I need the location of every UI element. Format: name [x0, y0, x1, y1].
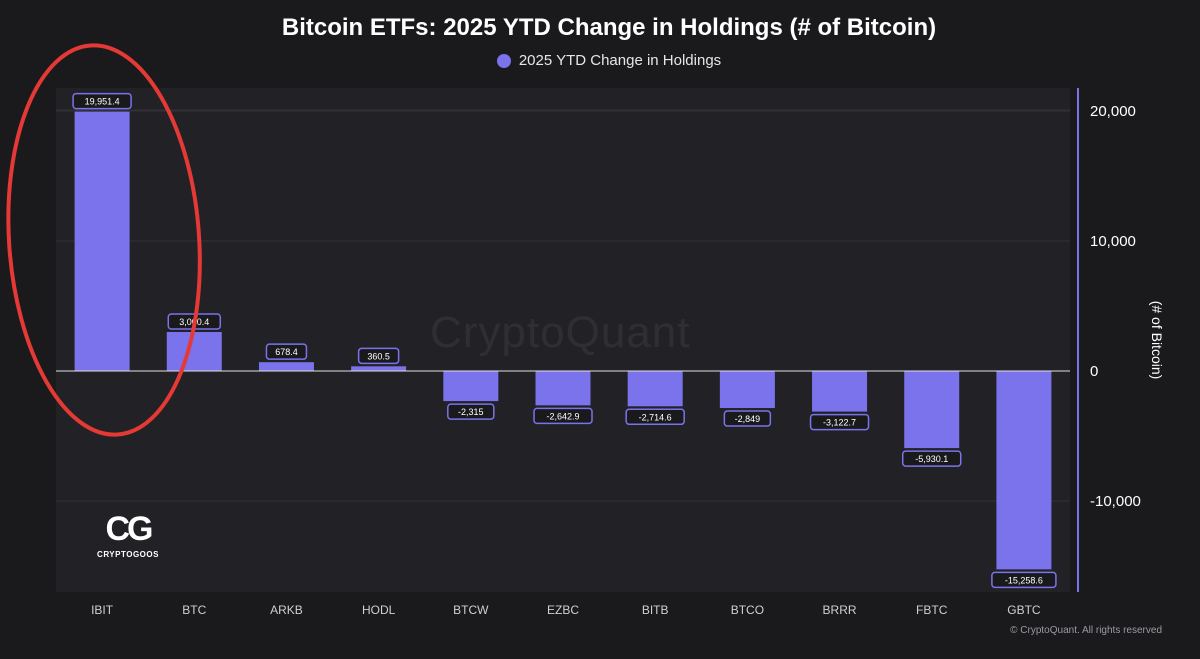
x-tick-label: IBIT	[91, 603, 114, 617]
data-label: 678.4	[275, 347, 298, 357]
y-tick-label: 0	[1090, 363, 1098, 380]
x-tick-label: BTCW	[453, 603, 489, 617]
data-label: -3,122.7	[823, 418, 856, 428]
data-label-box	[625, 408, 685, 426]
data-label-box	[357, 347, 400, 365]
bar-brrr	[812, 371, 868, 412]
bar-arkb	[258, 362, 314, 371]
bar-gbtc	[996, 371, 1052, 570]
bar-ibit	[74, 111, 130, 371]
chart-title: Bitcoin ETFs: 2025 YTD Change in Holding…	[281, 14, 937, 41]
data-label: -2,315	[458, 407, 484, 417]
bar-fbtc	[904, 371, 960, 449]
legend-swatch	[496, 53, 511, 68]
data-label-box	[809, 413, 870, 431]
x-tick-label: BTC	[182, 603, 206, 617]
data-label-box	[533, 407, 593, 425]
data-label: -15,258.6	[1005, 575, 1043, 585]
data-label: -2,714.6	[639, 412, 672, 422]
watermark: CryptoQuant	[430, 308, 691, 357]
y-tick-label: 10,000	[1090, 233, 1136, 250]
legend: 2025 YTD Change in Holdings	[0, 52, 1200, 69]
y-tick-label: -10,000	[1090, 493, 1141, 510]
logo-text: CRYPTOGOOS	[97, 550, 159, 559]
cryptogoos-logo: CG CRYPTOGOOS	[96, 512, 160, 559]
x-tick-label: ARKB	[270, 603, 303, 617]
data-label-box	[991, 571, 1057, 589]
data-label: 19,951.4	[85, 97, 120, 107]
bar-bitb	[627, 371, 683, 407]
data-label-box	[72, 92, 132, 110]
bar-ezbc	[535, 371, 591, 406]
x-tick-label: BTCO	[731, 603, 764, 617]
annotation-ellipse	[6, 43, 202, 437]
bar-btc	[166, 331, 222, 371]
data-label-box	[723, 410, 772, 427]
bar-btcw	[443, 371, 499, 402]
data-label: -2,849	[735, 414, 761, 424]
y-tick-label: 20,000	[1090, 103, 1136, 120]
x-tick-label: FBTC	[916, 603, 948, 617]
bar-btco	[719, 371, 775, 409]
data-label: 360.5	[367, 351, 390, 361]
x-tick-label: EZBC	[547, 603, 579, 617]
data-label: -2,642.9	[546, 411, 579, 421]
legend-label: 2025 YTD Change in Holdings	[518, 52, 722, 69]
logo-mark: CG	[105, 510, 154, 548]
y-axis-label: (# of Bitcoin)	[1149, 300, 1165, 380]
copyright: © CryptoQuant. All rights reserved	[1010, 625, 1162, 636]
x-tick-label: GBTC	[1007, 603, 1041, 617]
data-label-box	[901, 450, 962, 467]
x-tick-label: BITB	[642, 603, 669, 617]
plot-background	[56, 88, 1070, 592]
x-tick-label: HODL	[362, 603, 396, 617]
x-tick-label: BRRR	[823, 603, 857, 617]
bar-hodl	[351, 366, 407, 371]
data-label: -5,930.1	[915, 454, 948, 464]
data-label-box	[265, 343, 308, 360]
data-label-box	[447, 403, 495, 420]
